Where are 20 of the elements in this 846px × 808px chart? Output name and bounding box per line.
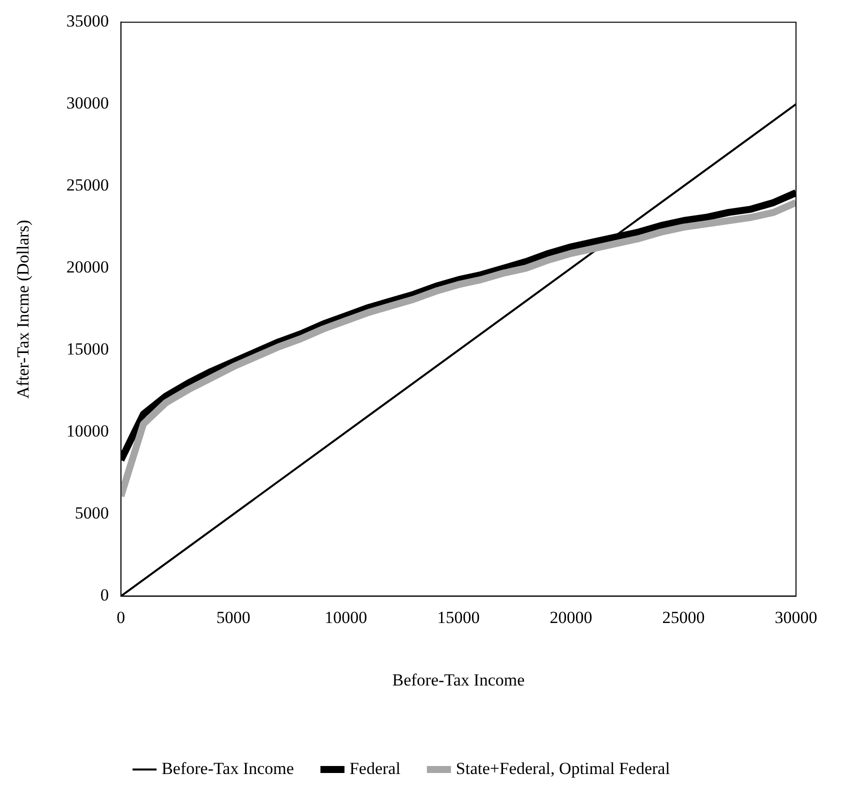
x-tick-label: 15000 [437, 608, 480, 627]
x-tick-label: 0 [116, 608, 126, 627]
y-tick-label: 15000 [66, 340, 109, 359]
legend-label: State+Federal, Optimal Federal [456, 758, 670, 778]
x-tick-label: 30000 [774, 608, 818, 627]
y-tick-label: 0 [100, 586, 109, 605]
x-tick-label: 10000 [324, 608, 368, 627]
legend-label: Before-Tax Income [162, 758, 294, 778]
y-tick-label: 5000 [74, 504, 109, 523]
x-tick-label: 5000 [216, 608, 250, 627]
y-tick-label: 35000 [66, 12, 109, 31]
x-tick-label: 20000 [550, 608, 592, 627]
x-tick-label: 25000 [662, 608, 705, 627]
x-axis-title: Before-Tax Income [392, 670, 525, 690]
y-tick-label: 20000 [66, 258, 109, 277]
legend-label: Federal [349, 758, 401, 778]
y-tick-label: 30000 [66, 94, 109, 113]
y-tick-label: 10000 [66, 422, 109, 441]
y-axis-title: After-Tax Incme (Dollars) [14, 220, 33, 399]
y-tick-label: 25000 [66, 176, 109, 195]
